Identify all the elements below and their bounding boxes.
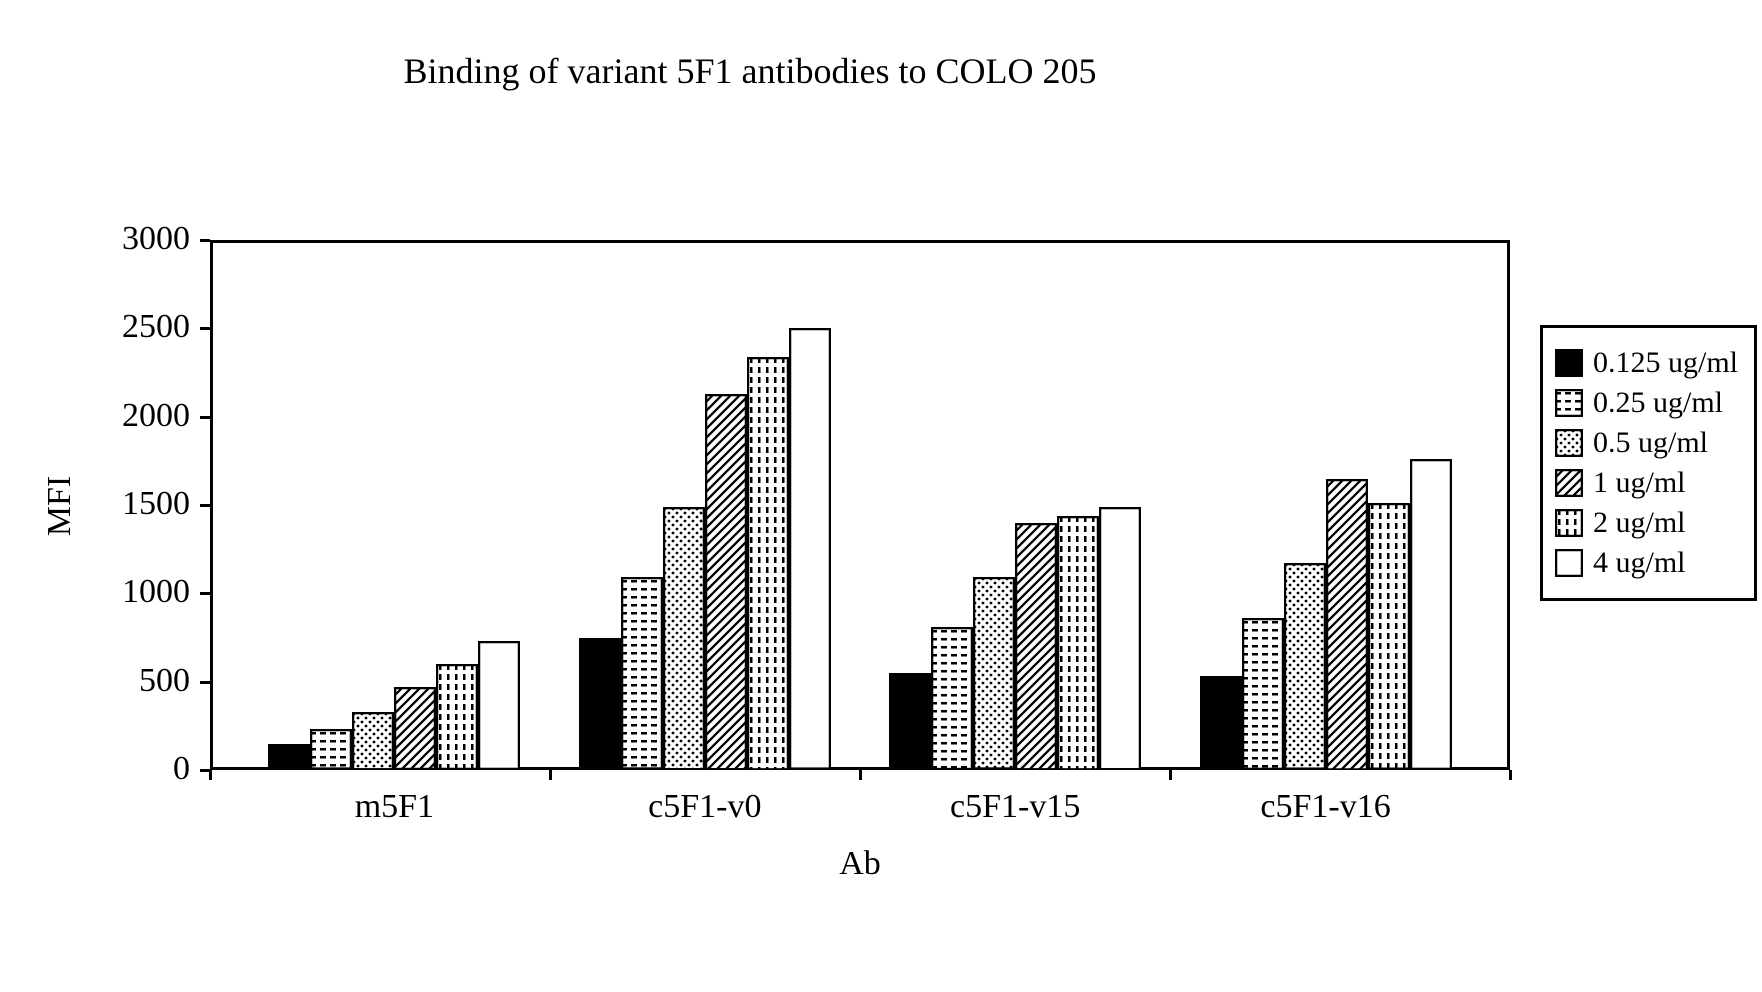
y-tick-label: 3000 (100, 220, 190, 258)
x-tick-label: c5F1-v0 (615, 788, 795, 826)
y-tick-mark (200, 416, 210, 419)
x-tick-mark (549, 770, 552, 780)
legend-label: 2 ug/ml (1593, 506, 1686, 540)
y-tick-label: 2000 (100, 397, 190, 435)
bar (1284, 563, 1326, 770)
legend-item: 0.25 ug/ml (1555, 386, 1738, 420)
bar (1368, 503, 1410, 770)
legend-swatch-icon (1555, 349, 1583, 377)
y-tick-mark (200, 681, 210, 684)
bar (931, 627, 973, 770)
legend-swatch-icon (1555, 389, 1583, 417)
bar (310, 729, 352, 770)
legend-swatch-icon (1555, 469, 1583, 497)
x-tick-mark (1509, 770, 1512, 780)
bar (973, 577, 1015, 770)
y-tick-mark (200, 239, 210, 242)
legend-item: 0.125 ug/ml (1555, 346, 1738, 380)
legend-swatch-icon (1555, 549, 1583, 577)
bar (394, 687, 436, 770)
bar (663, 507, 705, 770)
legend-swatch-icon (1555, 429, 1583, 457)
legend-label: 4 ug/ml (1593, 546, 1686, 580)
bar (1015, 523, 1057, 770)
y-tick-mark (200, 592, 210, 595)
bar (789, 328, 831, 770)
bar (705, 394, 747, 770)
y-tick-label: 2500 (100, 308, 190, 346)
x-tick-label: m5F1 (304, 788, 484, 826)
legend-item: 4 ug/ml (1555, 546, 1738, 580)
bar (1410, 459, 1452, 770)
legend-item: 1 ug/ml (1555, 466, 1738, 500)
legend-item: 0.5 ug/ml (1555, 426, 1738, 460)
legend-label: 0.5 ug/ml (1593, 426, 1708, 460)
legend: 0.125 ug/ml 0.25 ug/ml 0.5 ug/ml 1 ug/ml 2 u… (1540, 325, 1757, 601)
x-axis-label: Ab (830, 845, 890, 883)
x-tick-label: c5F1-v15 (925, 788, 1105, 826)
bar (747, 357, 789, 770)
x-tick-label: c5F1-v16 (1236, 788, 1416, 826)
y-tick-mark (200, 327, 210, 330)
y-tick-label: 1000 (100, 573, 190, 611)
bar (1057, 516, 1099, 770)
bar (1099, 507, 1141, 770)
legend-label: 1 ug/ml (1593, 466, 1686, 500)
y-tick-label: 500 (100, 662, 190, 700)
bar (478, 641, 520, 770)
x-tick-mark (1169, 770, 1172, 780)
legend-label: 0.25 ug/ml (1593, 386, 1723, 420)
bar (889, 673, 931, 770)
chart-title: Binding of variant 5F1 antibodies to COL… (0, 50, 1500, 92)
y-tick-label: 1500 (100, 485, 190, 523)
y-axis-label: MFI (41, 476, 79, 536)
bar (1242, 618, 1284, 770)
y-tick-label: 0 (100, 750, 190, 788)
bar (621, 577, 663, 770)
bar (579, 638, 621, 771)
x-tick-mark (209, 770, 212, 780)
legend-label: 0.125 ug/ml (1593, 346, 1738, 380)
x-tick-mark (859, 770, 862, 780)
legend-swatch-icon (1555, 509, 1583, 537)
bar (1200, 676, 1242, 770)
bar (352, 712, 394, 770)
bar (268, 744, 310, 771)
legend-item: 2 ug/ml (1555, 506, 1738, 540)
bar (1326, 479, 1368, 771)
y-tick-mark (200, 504, 210, 507)
bar (436, 664, 478, 770)
